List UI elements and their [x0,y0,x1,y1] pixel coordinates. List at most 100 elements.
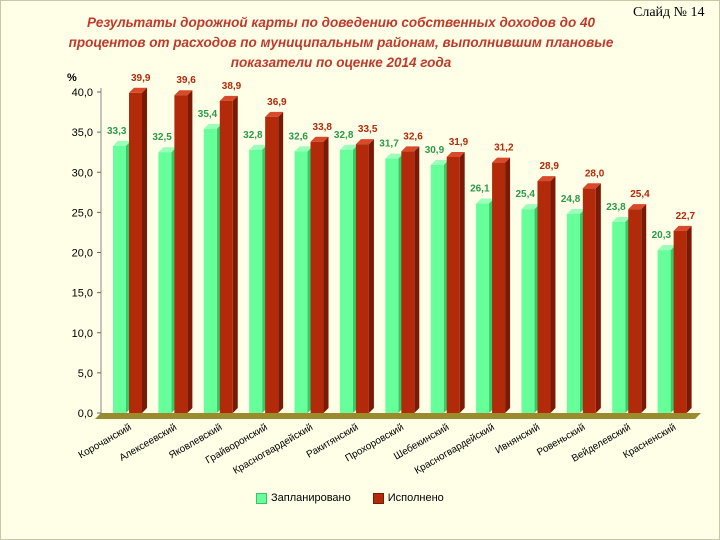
chart-title: Результаты дорожной карты по доведению с… [68,15,614,70]
bar-top [219,95,238,101]
legend-item-planned: Запланировано [256,492,351,504]
data-label: 28,0 [585,168,605,179]
data-label: 32,8 [334,130,354,141]
data-label: 32,6 [289,131,309,142]
y-tick-label: 30,0 [72,167,93,179]
bar-done [628,209,642,413]
bar-done [446,157,460,413]
bar-top [582,183,601,189]
bar-side [686,225,692,413]
bar-top [446,152,465,158]
bar-top [249,144,268,150]
chart-legend: Запланировано Исполнено [256,492,444,504]
y-tick-label: 10,0 [72,328,93,340]
bar-top [174,90,193,96]
y-axis-label: % [67,72,77,84]
y-tick-label: 0,0 [78,408,93,420]
data-label: 36,9 [267,97,287,108]
bar-side [368,139,374,413]
data-label: 33,8 [313,122,333,133]
data-label: 25,4 [515,189,535,200]
bar-top [339,144,358,150]
data-label: 31,7 [379,139,399,150]
bar-planned [521,209,535,413]
data-label: 23,8 [606,202,626,213]
bar-planned [339,149,353,413]
bar-top [521,204,540,210]
bar-done [355,144,369,413]
x-tick-label: Красногвардейский [231,422,315,477]
data-label: 24,8 [561,194,581,205]
bar-top [628,204,647,210]
bar-planned [294,151,308,413]
data-label: 28,9 [539,161,559,172]
data-label: 26,1 [470,184,490,195]
data-label: 22,7 [676,211,696,222]
bar-done [265,116,279,413]
y-tick-label: 20,0 [72,248,93,260]
bar-side [278,111,284,413]
legend-label-done: Исполнено [387,492,444,504]
bar-side [323,136,329,413]
bar-planned [476,203,490,413]
bar-side [232,95,238,413]
bar-side [641,204,647,413]
bar-top [265,111,284,117]
bar-done [401,151,415,413]
bar-done [537,181,551,413]
data-label: 25,4 [630,189,650,200]
bar-top [113,140,131,146]
legend-item-done: Исполнено [372,492,444,504]
bar-side [550,176,556,413]
bar-planned [203,128,217,413]
bar-top [566,208,585,214]
chart-floor [95,413,701,419]
bar-planned [612,222,626,413]
bar-planned [385,158,399,413]
bar-done [673,230,687,413]
legend-swatch-planned [256,492,267,504]
bar-top [673,225,692,231]
bar-done [492,162,506,413]
bar-done [219,100,233,413]
bar-top [129,87,147,93]
y-tick-label: 5,0 [78,368,93,380]
bar-done [582,188,596,413]
y-tick-label: 35,0 [72,127,93,139]
bar-planned [249,149,263,413]
bar-done [310,141,324,413]
x-tick-label: Красногвардейский [413,422,497,477]
y-tick-label: 15,0 [72,288,93,300]
bar-top [355,139,374,145]
data-label: 32,5 [152,132,172,143]
bar-planned [657,250,671,413]
data-label: 31,9 [449,137,469,148]
bar-top [203,123,222,129]
bar-planned [113,145,126,413]
bar-planned [158,152,172,413]
bar-top [476,198,495,204]
data-label: 35,4 [198,109,218,120]
data-label: 33,3 [107,126,127,137]
y-tick-label: 40,0 [72,87,93,99]
legend-label-planned: Запланировано [271,492,351,504]
bar-side [142,87,147,414]
data-label: 39,6 [176,75,196,86]
bar-planned [566,213,580,413]
bar-side [595,183,601,413]
data-label: 20,3 [652,230,672,241]
bar-top [158,147,177,153]
y-tick-label: 25,0 [72,207,93,219]
legend-swatch-done [372,492,384,504]
bar-planned [430,165,444,413]
bar-top [430,160,449,166]
data-label: 30,9 [425,145,445,156]
bar-done [129,92,142,414]
bar-side [505,157,511,413]
bar-top [657,245,676,251]
bar-side [414,146,420,413]
data-label: 38,9 [222,81,242,92]
bar-top [385,153,404,159]
